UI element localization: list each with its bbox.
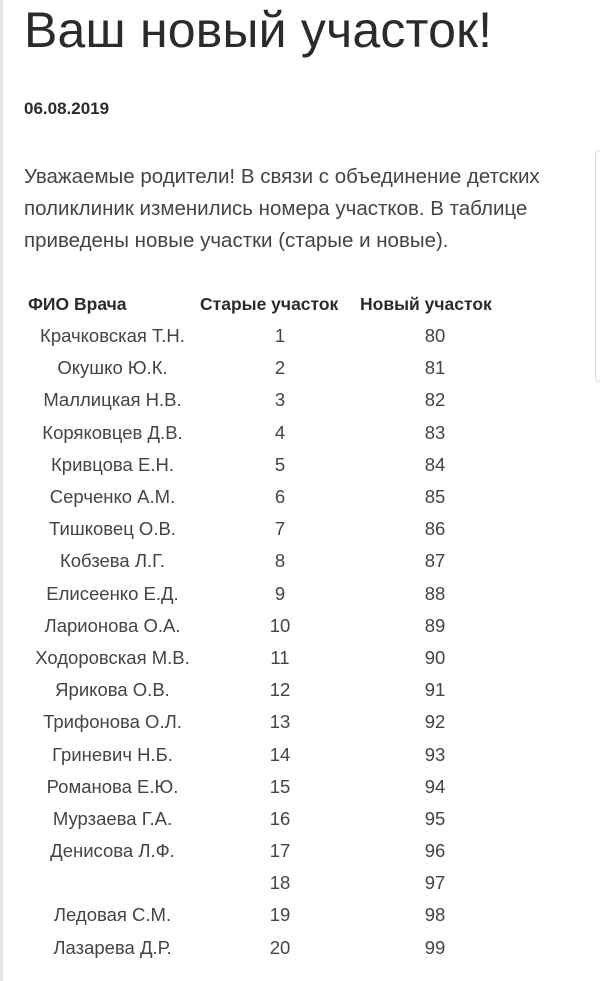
- table-row: Кривцова Е.Н. 5 84: [25, 449, 510, 481]
- post-date: 06.08.2019: [24, 99, 110, 118]
- doctor-name: Ларионова О.А.: [44, 614, 181, 636]
- new-district: 84: [424, 453, 446, 475]
- old-district: 11: [270, 646, 290, 668]
- old-district: 5: [274, 453, 286, 475]
- new-district: 90: [424, 646, 446, 668]
- old-district: 14: [269, 743, 291, 765]
- table-row: Лазарева Д.Р. 20 99: [25, 932, 510, 964]
- doctor-name: Маллицкая Н.В.: [43, 389, 182, 411]
- table-row: Ледовая С.М. 19 98: [25, 899, 510, 931]
- old-district: 20: [269, 936, 291, 958]
- page-title: Ваш новый участок!: [24, 2, 493, 58]
- new-district: 88: [424, 582, 446, 604]
- old-district: 4: [274, 421, 286, 443]
- new-district: 98: [424, 904, 446, 926]
- doctor-name: Кобзева Л.Г.: [59, 550, 166, 572]
- new-district: 82: [424, 389, 446, 411]
- scroll-indicator[interactable]: [595, 150, 600, 382]
- doctor-name: Серченко А.М.: [49, 486, 176, 508]
- new-district: 83: [424, 421, 446, 443]
- old-district: 15: [269, 775, 291, 797]
- new-district: 87: [424, 550, 446, 572]
- new-district: 93: [424, 743, 446, 765]
- new-district: 85: [424, 486, 446, 508]
- doctor-name: Ходоровская М.В.: [35, 646, 190, 668]
- new-district: 81: [424, 357, 446, 379]
- table-row: Елисеенко Е.Д. 9 88: [25, 578, 510, 610]
- header-new-district: Новый участок: [360, 293, 492, 314]
- doctor-name: Гриневич Н.Б.: [52, 743, 173, 765]
- old-district: 6: [274, 486, 286, 508]
- new-district: 97: [424, 872, 446, 894]
- old-district: 16: [269, 807, 291, 829]
- doctor-name: Тишковец О.В.: [49, 518, 176, 540]
- table-row: Кобзева Л.Г. 8 87: [25, 545, 510, 577]
- doctor-name: Мурзаева Г.А.: [52, 807, 173, 829]
- new-district: 96: [424, 840, 446, 862]
- table-header-row: ФИО Врача Старые участок Новый участок: [25, 288, 510, 320]
- old-district: 19: [269, 904, 291, 926]
- table-row: Ходоровская М.В. 11 90: [25, 642, 510, 674]
- table-row: Крачковская Т.Н. 1 80: [25, 320, 510, 352]
- doctor-name: Крачковская Т.Н.: [40, 325, 185, 347]
- old-district: 2: [274, 357, 286, 379]
- doctor-name: Ярикова О.В.: [55, 679, 170, 701]
- doctor-name: Коряковцев Д.В.: [42, 421, 183, 443]
- new-district: 86: [424, 518, 446, 540]
- old-district: 10: [269, 614, 291, 636]
- table-row: Ярикова О.В. 12 91: [25, 674, 510, 706]
- old-district: 18: [269, 872, 291, 894]
- old-district: 13: [269, 711, 291, 733]
- header-old-district: Старые участок: [200, 293, 339, 314]
- new-district: 95: [424, 807, 446, 829]
- doctor-name: Ледовая С.М.: [53, 904, 172, 926]
- doctor-name: Кривцова Е.Н.: [51, 453, 174, 475]
- table-row: Маллицкая Н.В. 3 82: [25, 384, 510, 416]
- districts-table: ФИО Врача Старые участок Новый участок К…: [25, 288, 510, 964]
- table-row: Денисова Л.Ф. 17 96: [25, 835, 510, 867]
- doctor-name: Окушко Ю.К.: [57, 357, 168, 379]
- old-district: 17: [269, 840, 291, 862]
- table-row: Гриневич Н.Б. 14 93: [25, 738, 510, 770]
- new-district: 80: [424, 325, 446, 347]
- old-district: 3: [274, 389, 286, 411]
- old-district: 12: [269, 679, 291, 701]
- old-district: 7: [274, 518, 286, 540]
- doctor-name: Романова Е.Ю.: [46, 775, 179, 797]
- table-row: Мурзаева Г.А. 16 95: [25, 803, 510, 835]
- table-row: Коряковцев Д.В. 4 83: [25, 417, 510, 449]
- table-row: 18 97: [25, 867, 510, 899]
- doctor-name: [25, 867, 200, 899]
- table-row: Серченко А.М. 6 85: [25, 481, 510, 513]
- doctor-name: Елисеенко Е.Д.: [46, 582, 179, 604]
- doctor-name: Лазарева Д.Р.: [53, 936, 172, 958]
- new-district: 91: [424, 679, 446, 701]
- table-row: Трифонова О.Л. 13 92: [25, 706, 510, 738]
- table-row: Романова Е.Ю. 15 94: [25, 771, 510, 803]
- old-district: 8: [274, 550, 286, 572]
- intro-paragraph: Уважаемые родители! В связи с объединени…: [24, 165, 540, 252]
- table-row: Тишковец О.В. 7 86: [25, 513, 510, 545]
- new-district: 94: [424, 775, 446, 797]
- table-row: Окушко Ю.К. 2 81: [25, 352, 510, 384]
- table-row: Ларионова О.А. 10 89: [25, 610, 510, 642]
- new-district: 99: [424, 936, 446, 958]
- header-doctor: ФИО Врача: [28, 293, 127, 314]
- new-district: 92: [424, 711, 446, 733]
- page-edge: [0, 0, 3, 981]
- old-district: 9: [274, 582, 286, 604]
- new-district: 89: [424, 614, 446, 636]
- doctor-name: Трифонова О.Л.: [43, 711, 182, 733]
- old-district: 1: [274, 325, 286, 347]
- doctor-name: Денисова Л.Ф.: [50, 840, 175, 862]
